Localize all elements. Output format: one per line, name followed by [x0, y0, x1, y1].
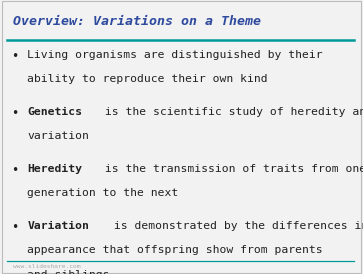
Text: •: • [12, 221, 19, 234]
Text: generation to the next: generation to the next [27, 188, 179, 198]
Text: Living organisms are distinguished by their: Living organisms are distinguished by th… [27, 50, 323, 60]
Text: www.slideshare.com: www.slideshare.com [13, 264, 80, 269]
Text: Heredity: Heredity [27, 164, 82, 174]
Text: ability to reproduce their own kind: ability to reproduce their own kind [27, 74, 268, 84]
Text: and siblings: and siblings [27, 270, 110, 274]
Text: Genetics: Genetics [27, 107, 82, 117]
Text: is the transmission of traits from one: is the transmission of traits from one [98, 164, 363, 174]
Text: variation: variation [27, 131, 89, 141]
Text: is the scientific study of heredity and: is the scientific study of heredity and [98, 107, 363, 117]
Text: •: • [12, 164, 19, 177]
Text: Overview: Variations on a Theme: Overview: Variations on a Theme [13, 15, 261, 28]
Text: appearance that offspring show from parents: appearance that offspring show from pare… [27, 245, 323, 255]
Text: is demonstrated by the differences in: is demonstrated by the differences in [107, 221, 363, 231]
Text: Variation: Variation [27, 221, 89, 231]
Text: •: • [12, 50, 19, 63]
Text: •: • [12, 107, 19, 120]
